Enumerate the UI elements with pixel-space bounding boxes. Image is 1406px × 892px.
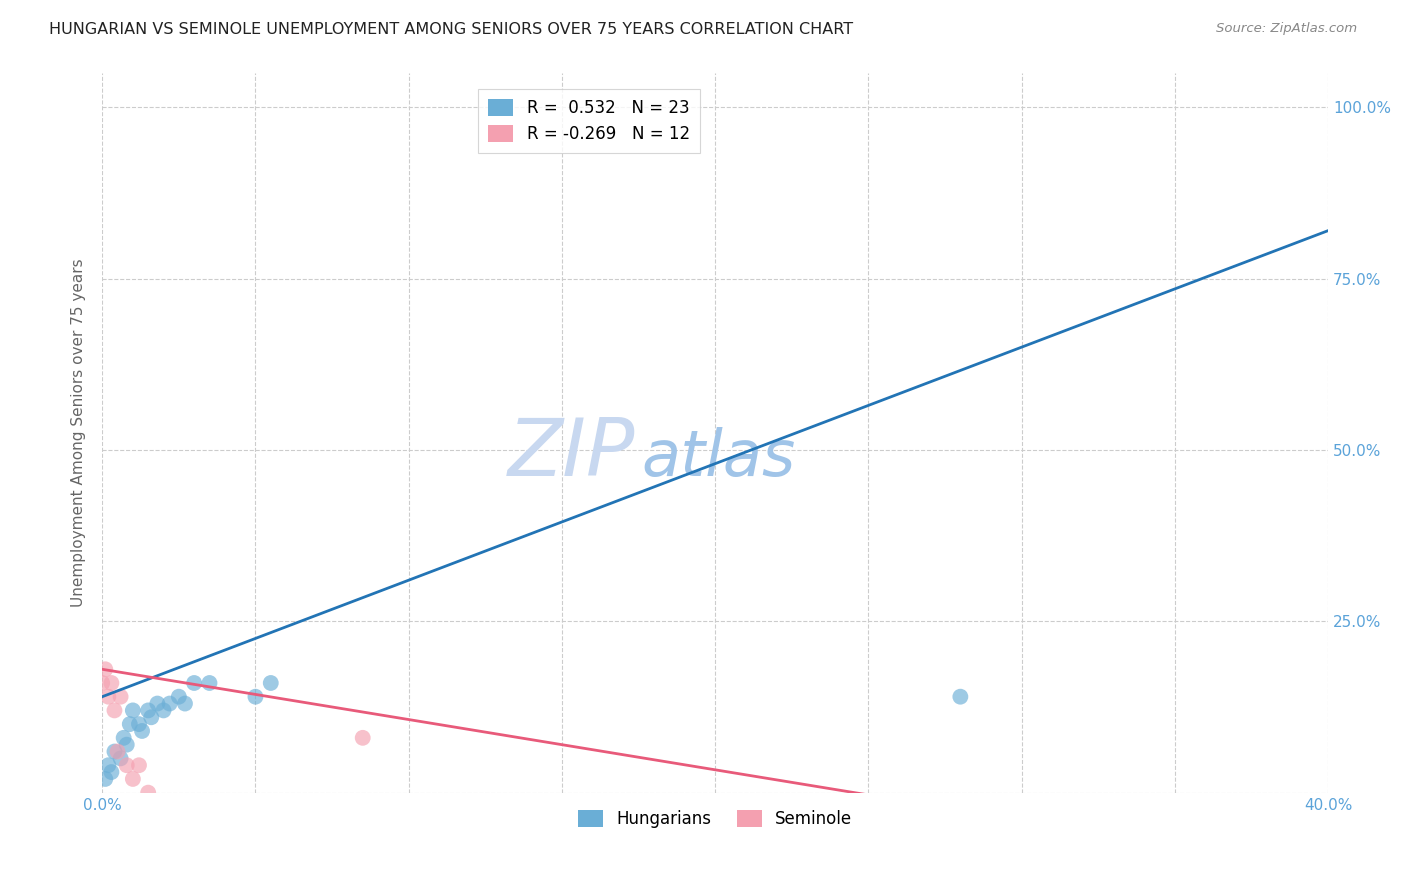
Point (115, 738, 138, 752)
Point (103, 745, 125, 759)
Point (118, 717, 141, 731)
Point (352, 731, 374, 745)
Point (131, 723, 153, 738)
Point (949, 690, 972, 704)
Point (146, 697, 169, 711)
Point (128, 717, 150, 731)
Text: Source: ZipAtlas.com: Source: ZipAtlas.com (1216, 22, 1357, 36)
Text: HUNGARIAN VS SEMINOLE UNEMPLOYMENT AMONG SENIORS OVER 75 YEARS CORRELATION CHART: HUNGARIAN VS SEMINOLE UNEMPLOYMENT AMONG… (49, 22, 853, 37)
Point (121, 703, 143, 717)
Point (97, 758, 120, 772)
Point (136, 786, 159, 800)
Point (103, 703, 125, 717)
Point (198, 676, 221, 690)
Point (183, 676, 205, 690)
Point (91, 676, 114, 690)
Point (100, 676, 122, 690)
Point (159, 697, 181, 711)
Point (260, 676, 283, 690)
Point (112, 731, 135, 745)
Legend: Hungarians, Seminole: Hungarians, Seminole (572, 803, 859, 835)
Point (110, 751, 132, 765)
Point (115, 758, 138, 772)
Y-axis label: Unemployment Among Seniors over 75 years: Unemployment Among Seniors over 75 years (72, 259, 86, 607)
Point (110, 690, 132, 704)
Point (136, 703, 159, 717)
Point (141, 710, 163, 724)
Text: ZIP: ZIP (508, 416, 636, 493)
Point (100, 765, 122, 780)
Point (245, 690, 267, 704)
Point (94, 772, 117, 786)
Point (121, 772, 143, 786)
Point (128, 758, 150, 772)
Point (107, 745, 129, 759)
Point (152, 703, 174, 717)
Point (174, 697, 197, 711)
Text: atlas: atlas (641, 427, 796, 489)
Point (94, 662, 117, 676)
Point (167, 690, 190, 704)
Point (97, 690, 120, 704)
